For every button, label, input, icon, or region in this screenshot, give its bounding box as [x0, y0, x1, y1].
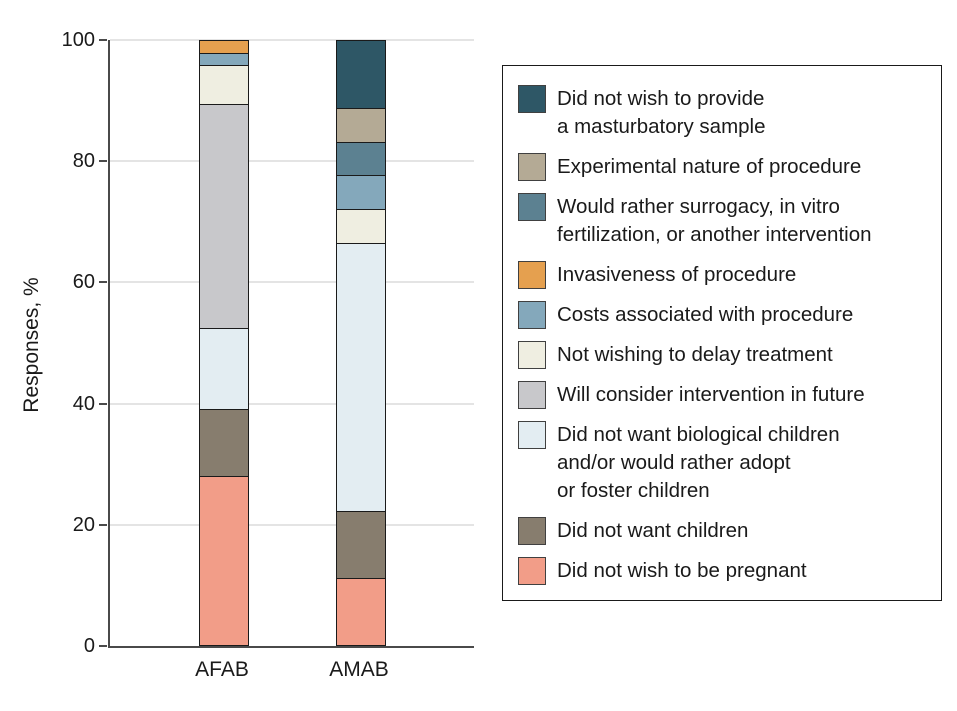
legend-item: Did not want children — [518, 517, 931, 545]
legend-swatch — [518, 153, 546, 181]
bar-segment — [337, 510, 385, 578]
legend-swatch — [518, 421, 546, 449]
legend-item: Costs associated with procedure — [518, 301, 931, 329]
gridline-40 — [110, 402, 474, 405]
y-tick-100 — [99, 39, 107, 41]
bar-segment — [200, 65, 248, 105]
legend-item: Would rather surrogacy, in vitro fertili… — [518, 193, 931, 249]
legend-item: Experimental nature of procedure — [518, 153, 931, 181]
x-label-amab: AMAB — [329, 658, 389, 681]
legend-swatch — [518, 381, 546, 409]
x-label-afab: AFAB — [195, 658, 249, 681]
legend-swatch — [518, 261, 546, 289]
legend: Did not wish to provide a masturbatory s… — [502, 65, 942, 601]
legend-label: Experimental nature of procedure — [557, 155, 862, 178]
bar-segment — [200, 327, 248, 410]
legend-swatch — [518, 193, 546, 221]
legend-label: Invasiveness of procedure — [557, 263, 797, 286]
bar-segment — [337, 208, 385, 243]
legend-swatch — [518, 85, 546, 113]
legend-label: Would rather surrogacy, in vitro fertili… — [557, 195, 872, 246]
legend-item: Did not wish to be pregnant — [518, 557, 931, 585]
y-tick-label-20: 20 — [72, 513, 95, 536]
legend-label: Costs associated with procedure — [557, 303, 854, 326]
bar-segment — [337, 175, 385, 209]
bar-amab — [336, 40, 386, 646]
legend-item: Will consider intervention in future — [518, 381, 931, 409]
legend-item: Did not want biological children and/or … — [518, 421, 931, 505]
y-tick-0 — [99, 645, 107, 647]
legend-swatch — [518, 341, 546, 369]
bar-segment — [200, 409, 248, 476]
bar-segment — [337, 40, 385, 109]
legend-item: Not wishing to delay treatment — [518, 341, 931, 369]
legend-item: Did not wish to provide a masturbatory s… — [518, 85, 931, 141]
bar-afab — [199, 40, 249, 646]
bar-segment — [200, 53, 248, 66]
plot-area — [108, 39, 474, 648]
y-tick-20 — [99, 523, 107, 526]
legend-label: Did not wish to provide a masturbatory s… — [557, 87, 766, 138]
y-tick-label-100: 100 — [61, 29, 95, 51]
bar-segment — [337, 141, 385, 176]
y-tick-80 — [99, 160, 107, 163]
bar-segment — [200, 41, 248, 54]
y-tick-label-0: 0 — [83, 635, 95, 657]
bar-segment — [200, 475, 248, 645]
gridline-100 — [110, 39, 474, 41]
y-axis-title: Responses, % — [20, 277, 43, 413]
bar-segment — [200, 104, 248, 328]
legend-label: Will consider intervention in future — [557, 383, 865, 406]
legend-label: Not wishing to delay treatment — [557, 343, 833, 366]
y-tick-40 — [99, 402, 107, 405]
legend-swatch — [518, 557, 546, 585]
gridline-80 — [110, 160, 474, 163]
legend-label: Did not wish to be pregnant — [557, 559, 807, 582]
gridline-60 — [110, 281, 474, 284]
y-tick-label-80: 80 — [72, 150, 95, 173]
legend-swatch — [518, 517, 546, 545]
legend-swatch — [518, 301, 546, 329]
legend-item: Invasiveness of procedure — [518, 261, 931, 289]
gridline-20 — [110, 523, 474, 526]
bar-segment — [337, 108, 385, 142]
y-tick-label-40: 40 — [72, 392, 95, 415]
legend-label: Did not want children — [557, 519, 749, 542]
y-tick-60 — [99, 281, 107, 284]
legend-label: Did not want biological children and/or … — [557, 423, 840, 502]
y-tick-label-60: 60 — [72, 271, 95, 294]
bar-segment — [337, 242, 385, 511]
bar-segment — [337, 577, 385, 645]
